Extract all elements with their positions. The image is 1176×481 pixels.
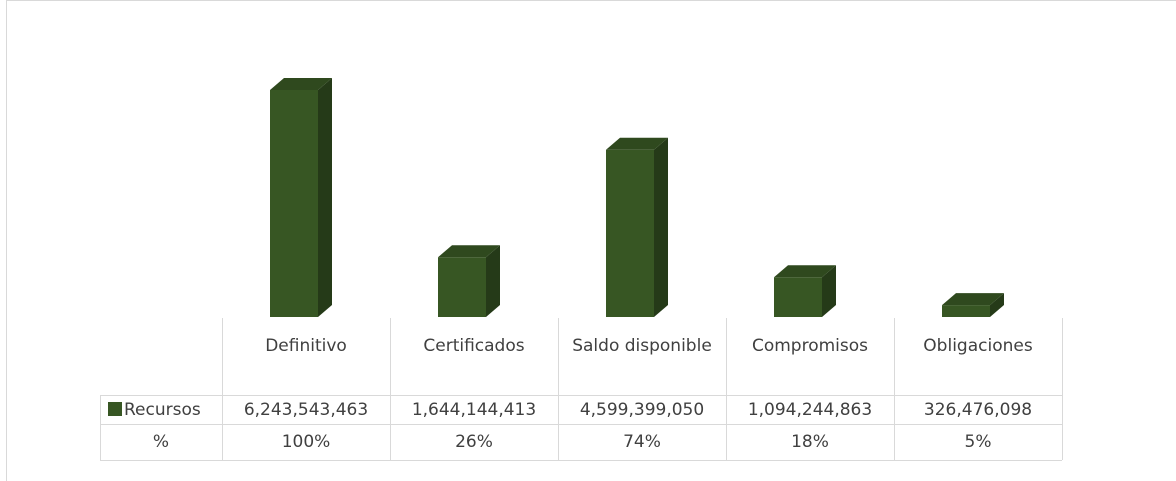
bar	[774, 265, 836, 317]
bar-front	[270, 90, 318, 317]
bar-front	[942, 305, 990, 317]
value-label: 1,644,144,413	[411, 399, 537, 420]
percent-label: 100%	[281, 432, 331, 452]
bar-top	[942, 293, 1004, 306]
bar-front	[606, 149, 654, 317]
percent-label: 5%	[964, 432, 992, 452]
percent-label: 74%	[623, 432, 661, 452]
legend-key	[108, 402, 122, 416]
value-label: 326,476,098	[923, 399, 1033, 420]
bar-side	[990, 293, 1004, 317]
category-label: Compromisos	[751, 336, 869, 356]
category-label: Definitivo	[265, 336, 347, 356]
row-label: %	[152, 432, 170, 452]
bar	[270, 78, 332, 317]
bar-top	[438, 245, 500, 258]
bar-top	[774, 265, 836, 278]
bar-side	[318, 78, 332, 317]
category-label: Saldo disponible	[572, 336, 712, 356]
bar	[438, 245, 500, 317]
percent-label: 26%	[455, 432, 493, 452]
bar-side	[654, 137, 668, 317]
legend-label: Recursos	[124, 399, 201, 420]
value-label: 4,599,399,050	[579, 399, 705, 420]
bar	[942, 293, 1004, 317]
category-label: Certificados	[423, 336, 525, 356]
bar-top	[606, 137, 668, 150]
percent-label: 18%	[791, 432, 829, 452]
bar-front	[774, 277, 822, 317]
category-label: Obligaciones	[923, 336, 1033, 356]
bar-front	[438, 257, 486, 317]
bar-top	[270, 78, 332, 90]
value-label: 6,243,543,463	[243, 399, 369, 420]
bar-side	[822, 265, 836, 317]
bar-side	[486, 245, 500, 317]
value-label: 1,094,244,863	[747, 399, 873, 420]
bar	[606, 137, 668, 317]
